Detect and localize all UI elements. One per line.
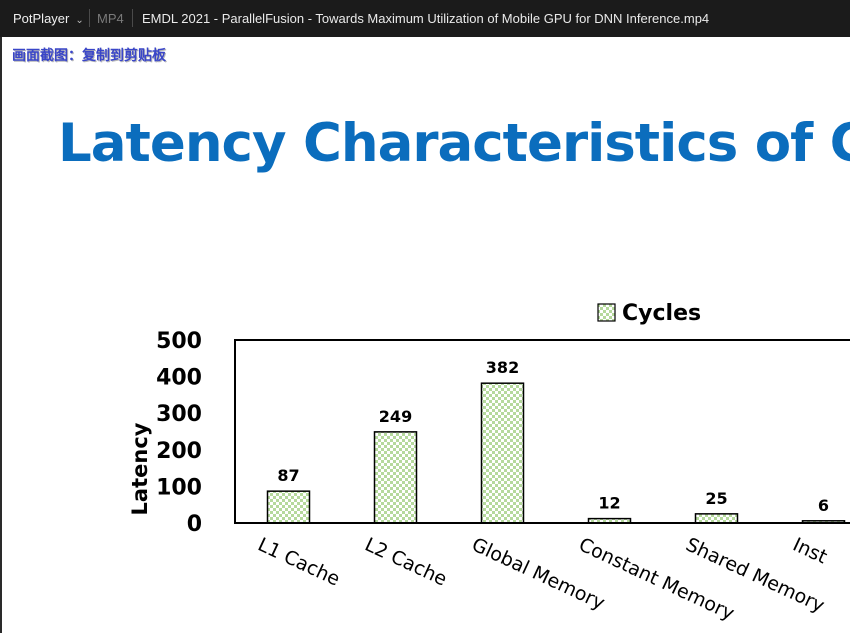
format-label: MP4: [97, 11, 124, 26]
divider: [89, 9, 90, 27]
y-ticks: 0 100 200 300 400 500: [156, 329, 202, 537]
bar: [266, 490, 311, 524]
legend-label: Cycles: [622, 301, 701, 326]
window-border: [0, 37, 2, 633]
title-bar: PotPlayer ⌄ MP4 EMDL 2021 - ParallelFusio…: [0, 0, 850, 37]
data-label: 25: [705, 489, 727, 508]
bar: [373, 431, 418, 524]
y-tick-label: 400: [156, 366, 202, 391]
data-label: 382: [486, 358, 519, 377]
slide-title: Latency Characteristics of GPU: [58, 113, 850, 174]
divider: [132, 9, 133, 27]
video-area[interactable]: 画面截图：复制到剪贴板 Latency Characteristics of G…: [0, 37, 850, 633]
chart-legend: Cycles: [597, 301, 701, 326]
x-tick-label: Inst: [789, 534, 830, 569]
window-title: EMDL 2021 - ParallelFusion - Towards Max…: [142, 11, 710, 26]
bar-chart: Cycles Latency 0 100 200 300 400 500 87 249 382…: [128, 301, 850, 625]
data-label: 249: [379, 407, 412, 426]
app-menu-button[interactable]: PotPlayer ⌄: [7, 0, 90, 37]
x-tick-label: L2 Cache: [361, 534, 450, 591]
app-name: PotPlayer: [13, 11, 70, 26]
y-tick-label: 200: [156, 439, 202, 464]
data-label: 87: [277, 466, 299, 485]
bar: [694, 513, 739, 524]
bars: [266, 382, 846, 524]
y-tick-label: 500: [156, 329, 202, 354]
x-tick-label: L1 Cache: [254, 534, 343, 591]
legend-swatch: [597, 303, 616, 322]
bar: [480, 382, 525, 524]
data-label: 6: [818, 496, 829, 515]
y-tick-label: 0: [187, 512, 202, 537]
osd-message: 画面截图：复制到剪贴板: [12, 48, 166, 64]
chevron-down-icon: ⌄: [75, 15, 84, 26]
y-axis-label: Latency: [128, 422, 152, 515]
y-tick-label: 100: [156, 475, 202, 500]
data-label: 12: [598, 494, 620, 513]
y-tick-label: 300: [156, 402, 202, 427]
plot-frame: [234, 339, 850, 524]
data-labels: 87 249 382 12 25 6: [277, 358, 829, 515]
